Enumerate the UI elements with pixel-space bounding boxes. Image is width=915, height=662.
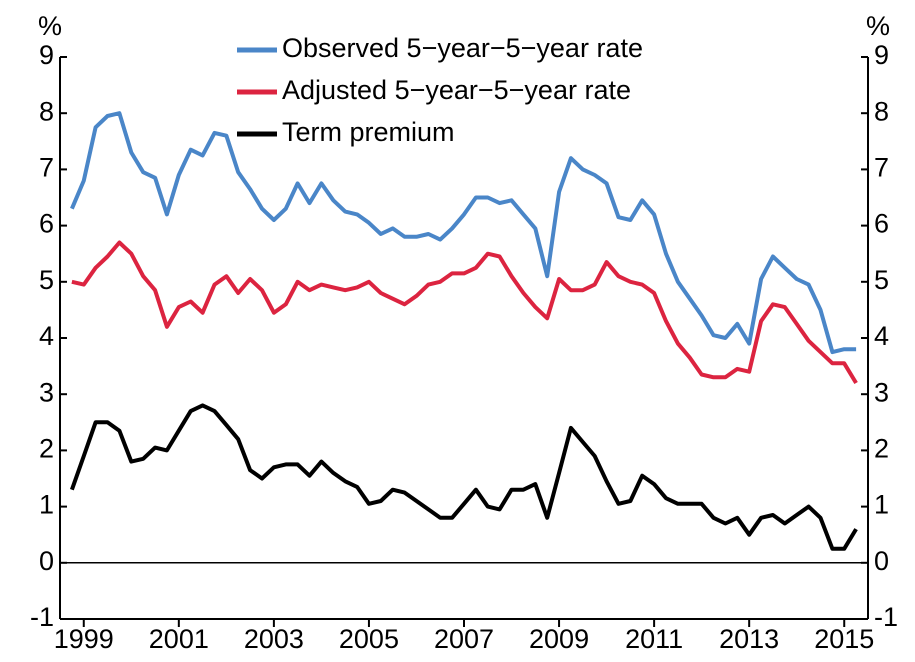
y-tick-label: 0 bbox=[39, 546, 54, 576]
y2-axis-label: % bbox=[866, 11, 890, 41]
series-line bbox=[70, 403, 858, 551]
x-tick-label: 2003 bbox=[244, 624, 304, 654]
y-tick-label: 1 bbox=[39, 490, 54, 520]
y-tick-label: 4 bbox=[39, 321, 54, 351]
y-tick-label: -1 bbox=[30, 602, 54, 632]
series-line bbox=[70, 111, 857, 355]
legend-label: Adjusted 5−year−5−year rate bbox=[282, 75, 631, 105]
y2-tick-label: 7 bbox=[874, 153, 889, 183]
y-tick-label: 9 bbox=[39, 40, 54, 70]
y-tick-label: 8 bbox=[39, 96, 54, 126]
y2-tick-label: -1 bbox=[874, 602, 898, 632]
y-tick-label: 5 bbox=[39, 265, 54, 295]
y-axis-label: % bbox=[38, 11, 62, 41]
y-tick-label: 2 bbox=[39, 434, 54, 464]
x-tick-label: 2005 bbox=[339, 624, 399, 654]
legend-label: Term premium bbox=[282, 117, 455, 147]
y-tick-label: 7 bbox=[39, 153, 54, 183]
y2-tick-label: 3 bbox=[874, 377, 889, 407]
x-tick-label: 2009 bbox=[529, 624, 589, 654]
y2-tick-label: 2 bbox=[874, 434, 889, 464]
x-tick-label: 2015 bbox=[814, 624, 874, 654]
y-tick-label: 6 bbox=[39, 209, 54, 239]
y2-tick-label: 5 bbox=[874, 265, 889, 295]
y2-tick-label: 1 bbox=[874, 490, 889, 520]
y2-tick-label: 0 bbox=[874, 546, 889, 576]
y2-tick-label: 8 bbox=[874, 96, 889, 126]
x-tick-label: 2013 bbox=[719, 624, 779, 654]
x-tick-label: 1999 bbox=[54, 624, 114, 654]
x-tick-label: 2007 bbox=[434, 624, 494, 654]
x-tick-label: 2011 bbox=[625, 624, 683, 654]
y2-tick-label: 6 bbox=[874, 209, 889, 239]
x-tick-label: 2001 bbox=[149, 624, 209, 654]
series-line bbox=[71, 240, 858, 385]
y2-tick-label: 9 bbox=[874, 40, 889, 70]
y-tick-label: 3 bbox=[39, 377, 54, 407]
legend-label: Observed 5−year−5−year rate bbox=[282, 33, 643, 63]
y2-tick-label: 4 bbox=[874, 321, 889, 351]
